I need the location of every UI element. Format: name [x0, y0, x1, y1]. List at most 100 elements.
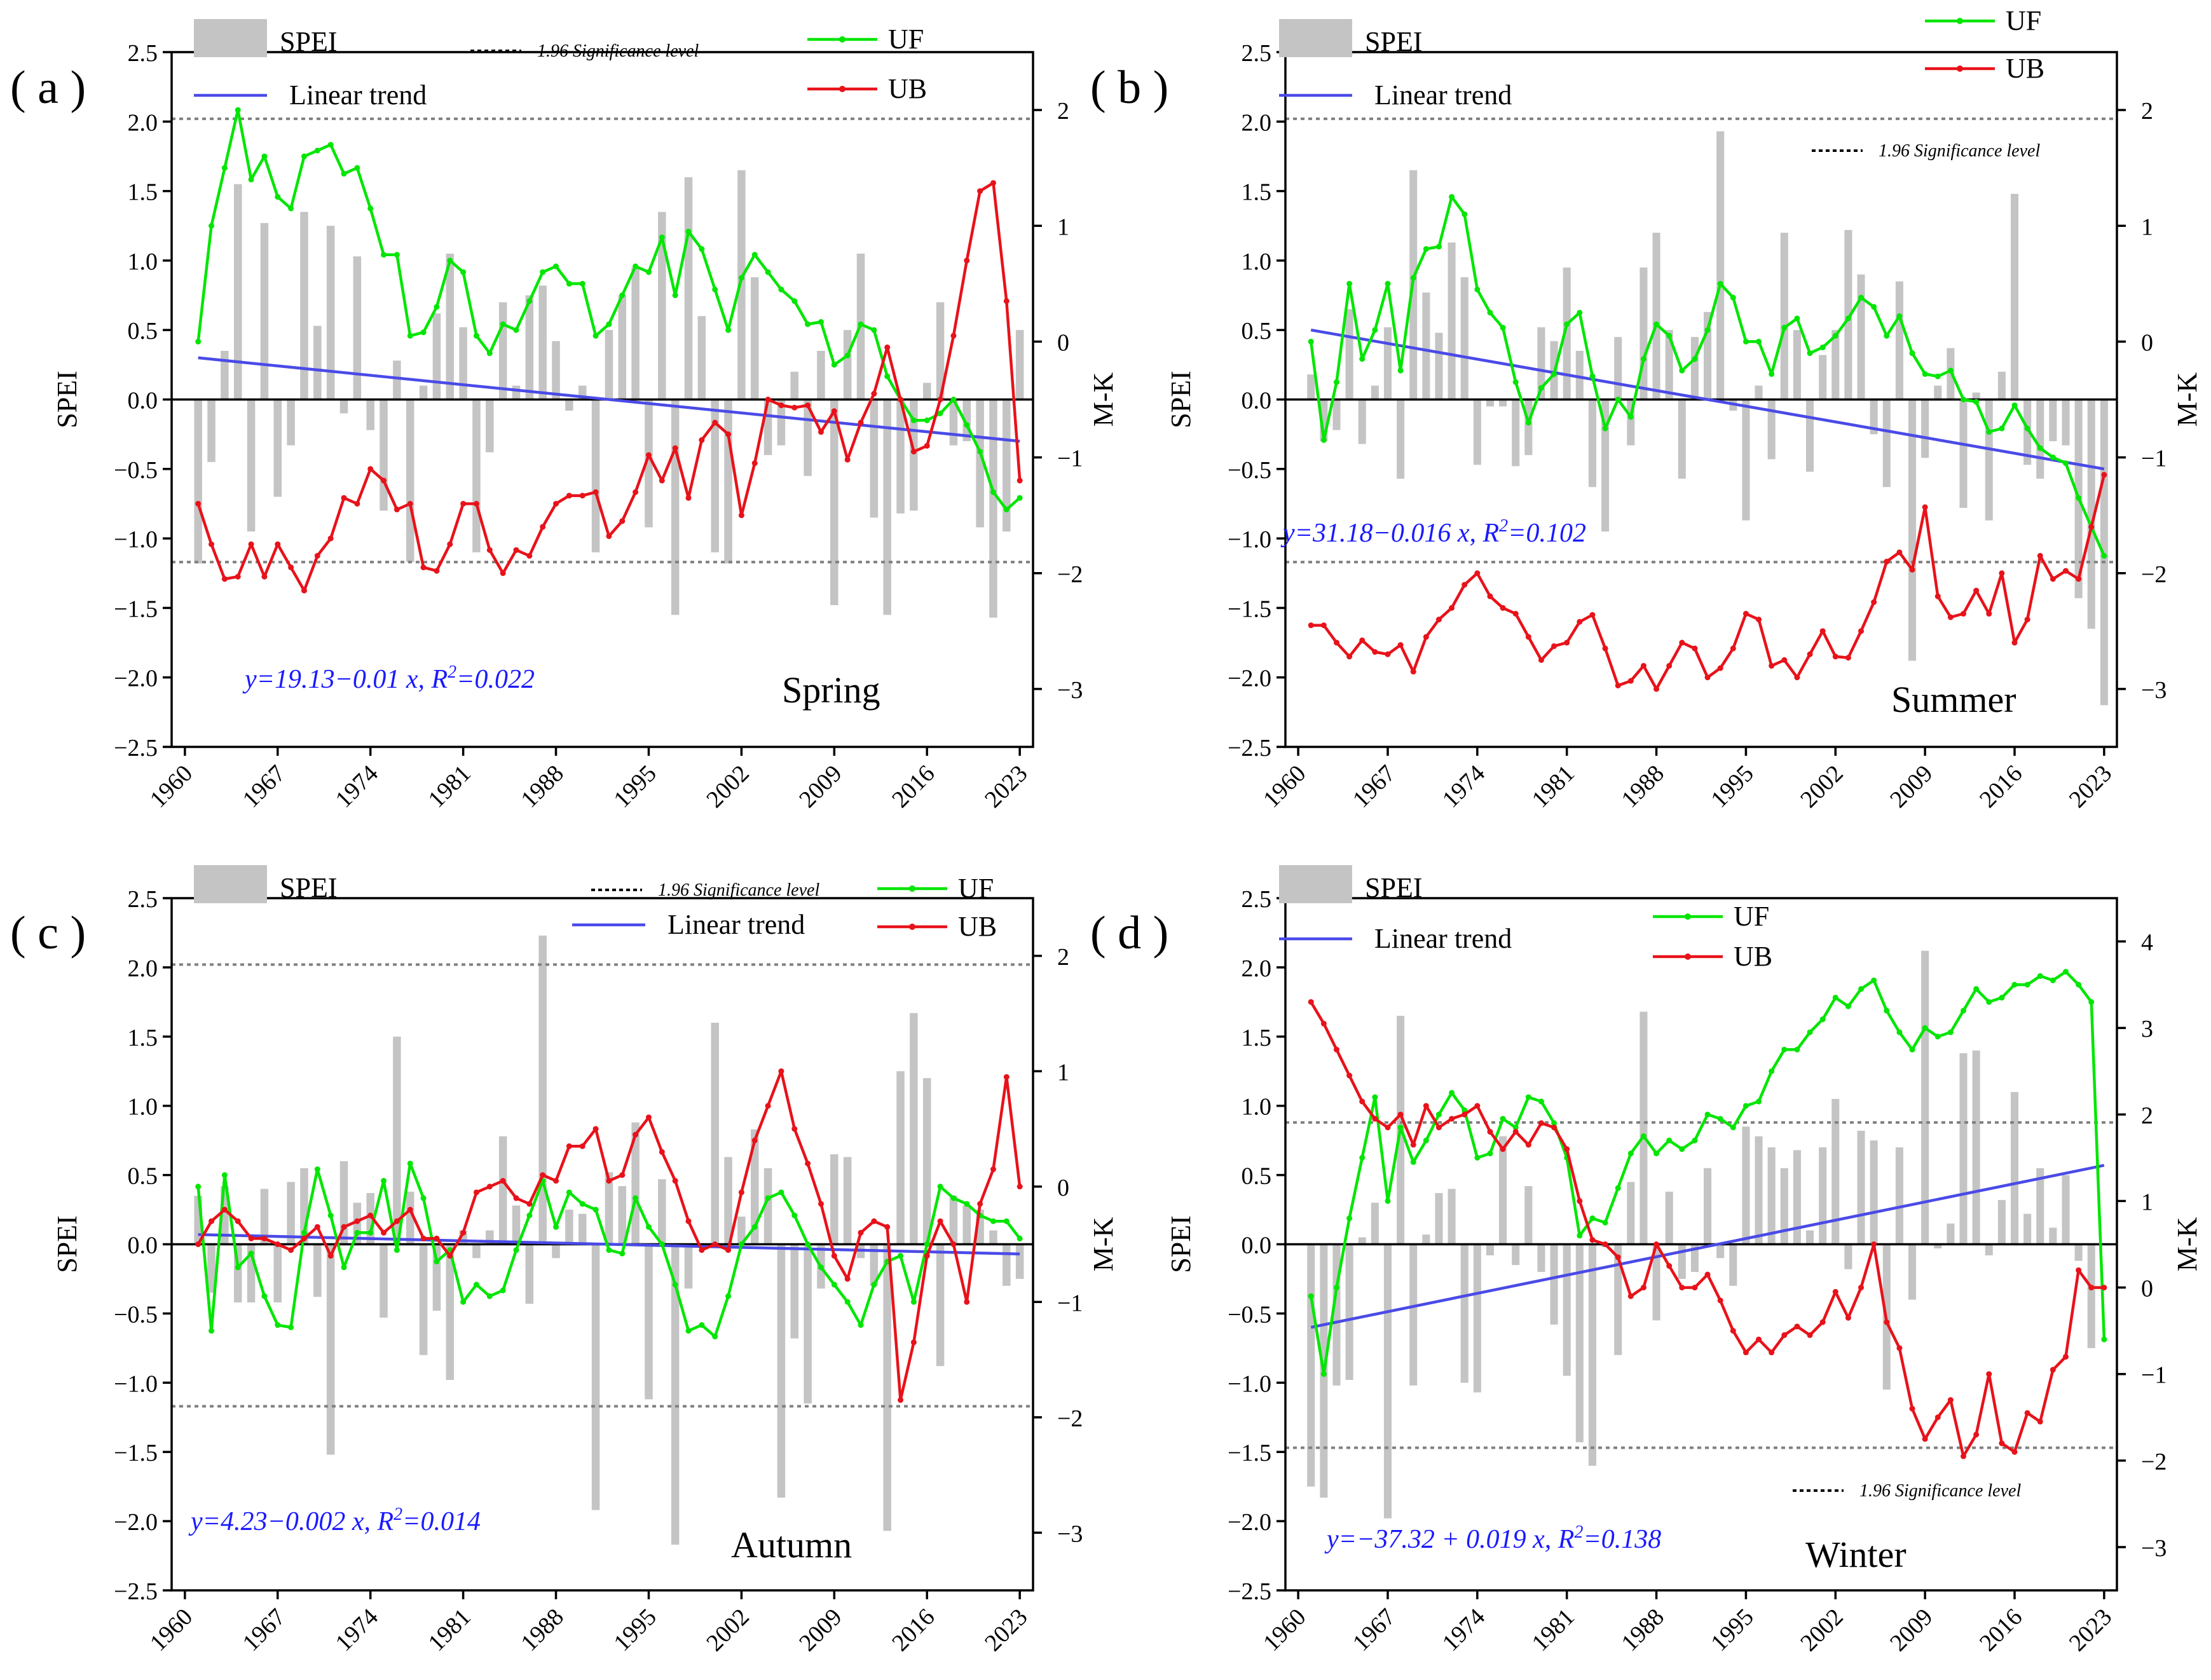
x-tick-label: 1981	[1527, 1604, 1580, 1656]
spei-bar	[552, 1244, 560, 1259]
spei-bar	[684, 1244, 693, 1289]
spei-bar	[645, 399, 653, 528]
ub-point	[898, 1397, 904, 1403]
y-tick-label: −1.0	[114, 1370, 158, 1397]
ub-point	[1781, 657, 1788, 663]
y-tick-label: 1.5	[128, 179, 158, 206]
y-tick-label: −2.0	[1228, 666, 1271, 692]
uf-point	[1589, 1215, 1596, 1222]
ub-point	[1308, 622, 1314, 629]
uf-point	[1871, 304, 1877, 310]
x-tick-label: 2023	[2064, 760, 2117, 813]
uf-point	[1704, 327, 1711, 333]
uf-point	[1449, 194, 1455, 200]
uf-point	[1577, 1233, 1583, 1239]
ub-point	[1871, 599, 1877, 605]
ub-point	[831, 408, 837, 414]
y2-axis-title: M-K	[2172, 372, 2203, 427]
uf-point	[1397, 367, 1404, 374]
uf-point	[1756, 338, 1762, 345]
y-tick-label: −1.5	[114, 596, 158, 622]
y2-tick-label: 2	[2141, 98, 2153, 125]
uf-point	[1781, 325, 1788, 331]
uf-point	[1679, 367, 1685, 374]
y2-axis-title: M-K	[1088, 372, 1119, 427]
spei-bar	[1755, 385, 1763, 400]
y-tick-label: −2.0	[114, 1509, 158, 1536]
uf-point	[672, 292, 678, 299]
spei-bar	[1780, 233, 1788, 400]
ub-point	[1346, 653, 1353, 660]
uf-point	[844, 1299, 851, 1305]
uf-point	[1819, 1016, 1826, 1023]
ub-point	[341, 495, 347, 501]
legend-ub-marker	[909, 924, 915, 930]
uf-point	[341, 170, 347, 177]
ub-point	[1666, 1263, 1673, 1269]
uf-point	[1551, 371, 1557, 377]
ub-point	[209, 541, 215, 547]
spei-bar	[658, 1179, 666, 1245]
ub-point	[579, 1143, 585, 1149]
ub-point	[1986, 1371, 1992, 1377]
spei-bar	[1639, 1011, 1648, 1245]
spei-bar	[1435, 332, 1443, 400]
ub-point	[1512, 611, 1519, 617]
y2-tick-label: −2	[2141, 1449, 2167, 1475]
ub-point	[1602, 645, 1608, 652]
uf-point	[1666, 332, 1673, 339]
y2-tick-label: 0	[2141, 329, 2153, 356]
ub-point	[725, 431, 732, 437]
y-tick-label: 2.0	[128, 109, 158, 136]
ub-point	[645, 1114, 652, 1121]
uf-point	[1385, 280, 1391, 287]
spei-bar	[1857, 1130, 1865, 1245]
x-tick-label: 2002	[701, 760, 754, 813]
uf-point	[1922, 1025, 1928, 1031]
ub-point	[1359, 1098, 1366, 1105]
spei-bar	[1997, 1199, 2006, 1245]
ub-point	[672, 1178, 678, 1184]
uf-point	[937, 1184, 943, 1190]
spei-bar	[1345, 1244, 1353, 1380]
legend-spei-label: SPEI	[1365, 872, 1422, 903]
spei-bar	[552, 341, 560, 400]
x-tick-label: 1988	[516, 760, 568, 813]
y-axis-title: SPEI	[51, 1215, 83, 1273]
ub-point	[354, 1218, 360, 1224]
y2-tick-label: −1	[1057, 446, 1083, 472]
x-tick-label: 1981	[423, 1604, 476, 1656]
x-tick-label: 2023	[2064, 1604, 2117, 1656]
ub-point	[2101, 1285, 2107, 1291]
ub-point	[910, 1339, 917, 1346]
spei-bar	[883, 399, 891, 615]
x-tick-label: 1967	[238, 760, 291, 813]
uf-point	[990, 489, 996, 495]
ub-point	[1947, 1397, 1954, 1403]
ub-point	[367, 1212, 374, 1219]
spei-bar	[843, 330, 852, 400]
ub-point	[354, 500, 360, 507]
ub-point	[1999, 1440, 2005, 1447]
y-tick-label: 1.0	[1242, 249, 1272, 275]
spei-bar	[1934, 1244, 1942, 1249]
ub-point	[592, 1126, 599, 1132]
uf-point	[1832, 995, 1838, 1001]
spei-bar	[1755, 1136, 1763, 1245]
spei-bar	[724, 399, 732, 564]
uf-point	[871, 1281, 877, 1288]
uf-point	[367, 1229, 374, 1236]
uf-point	[1308, 1293, 1314, 1299]
ub-point	[235, 573, 241, 580]
ub-point	[301, 1235, 307, 1241]
uf-point	[1449, 1089, 1455, 1096]
y-tick-label: −0.5	[1228, 1301, 1271, 1328]
spei-bar	[1742, 399, 1750, 521]
uf-point	[1909, 1046, 1915, 1053]
ub-point	[367, 466, 374, 472]
ub-point	[937, 397, 943, 402]
panel-label: ( b )	[1090, 62, 1168, 114]
y2-tick-label: −2	[1057, 561, 1083, 588]
regression-equation: y=−37.32 + 0.019 x, R2=0.138	[1324, 1522, 1661, 1554]
uf-point	[2024, 425, 2030, 432]
